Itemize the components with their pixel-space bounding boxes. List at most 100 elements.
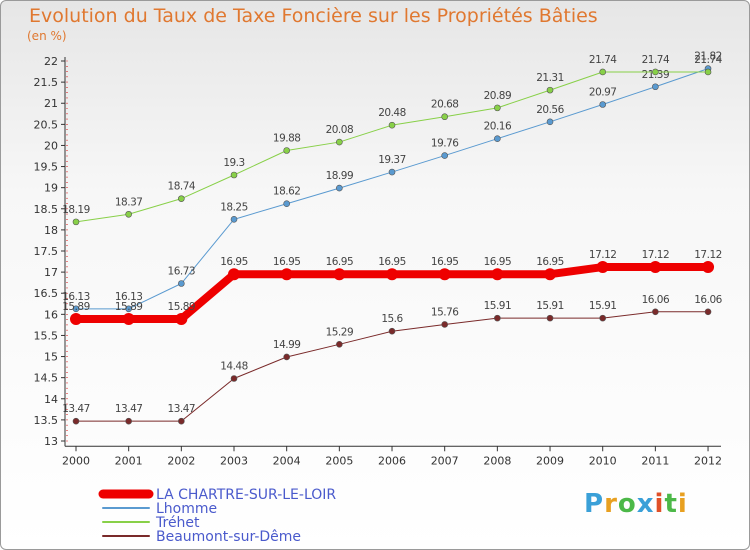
legend-item: Tréhet <box>102 515 200 531</box>
data-label: 16.13 <box>115 291 143 303</box>
data-point <box>702 261 715 274</box>
data-point <box>70 312 82 325</box>
x-tick-label: 2003 <box>220 454 248 467</box>
data-point <box>228 268 241 281</box>
logo-letter: i <box>654 489 665 519</box>
data-point <box>283 200 290 208</box>
data-point <box>441 321 448 328</box>
data-label: 15.91 <box>536 300 564 312</box>
data-label: 21.74 <box>694 54 722 66</box>
data-point <box>596 261 609 274</box>
data-label: 20.89 <box>484 90 512 102</box>
data-point <box>336 138 343 146</box>
logo-letter: x <box>636 489 655 519</box>
y-tick-label: 15 <box>44 351 58 364</box>
y-tick-label: 18 <box>44 224 58 237</box>
data-point <box>649 261 662 274</box>
data-label: 18.19 <box>62 204 90 216</box>
data-label: 20.56 <box>536 104 564 116</box>
y-tick-label: 19.5 <box>34 161 59 174</box>
legend-item: Lhomme <box>102 501 217 517</box>
data-point <box>652 83 659 91</box>
y-tick-label: 14 <box>44 393 58 406</box>
data-point <box>494 135 501 142</box>
data-label: 16.95 <box>220 256 248 268</box>
data-point <box>494 104 501 112</box>
y-tick-label: 13.5 <box>34 414 59 427</box>
y-tick-label: 13 <box>44 435 58 448</box>
legend-label: LA CHARTRE-SUR-LE-LOIR <box>156 487 336 503</box>
data-point <box>72 305 80 313</box>
y-tick-label: 20.5 <box>34 118 59 131</box>
legend-item: LA CHARTRE-SUR-LE-LOIR <box>98 487 336 503</box>
data-point <box>388 327 396 335</box>
series-tr-het: 18.19 18.37 18.74 19.3 19.88 20.08 20.48 20.68 2… <box>62 54 723 226</box>
data-point <box>230 171 238 179</box>
x-tick-label: 2005 <box>325 454 353 467</box>
x-tick-label: 2011 <box>641 454 669 467</box>
data-point <box>386 268 399 281</box>
logo-letter: P <box>584 489 605 519</box>
data-label: 18.99 <box>326 170 354 182</box>
data-point <box>230 375 238 382</box>
data-label: 16.95 <box>484 256 512 268</box>
data-point <box>599 68 607 76</box>
data-point <box>652 68 659 76</box>
data-label: 15.89 <box>115 301 143 313</box>
x-tick-label: 2009 <box>536 454 564 467</box>
data-label: 15.76 <box>431 306 459 318</box>
data-point <box>336 184 343 192</box>
data-point <box>178 195 185 202</box>
legend-label: Lhomme <box>156 501 217 517</box>
x-tick-label: 2006 <box>378 454 406 467</box>
data-label: 17.12 <box>642 249 670 261</box>
data-label: 16.13 <box>62 291 90 303</box>
y-tick-label: 17.5 <box>34 245 59 258</box>
data-label: 15.89 <box>168 301 196 313</box>
axes: 13 13.5 14 14.5 15 15.5 16 16.5 17 17.5 18 18.5 19 19… <box>34 55 723 467</box>
data-label: 16.95 <box>431 256 459 268</box>
data-point <box>178 280 185 287</box>
data-label: 18.62 <box>273 186 301 198</box>
data-label: 15.91 <box>589 300 617 312</box>
data-label: 16.95 <box>378 256 406 268</box>
data-label: 16.73 <box>168 266 196 278</box>
legend: LA CHARTRE-SUR-LE-LOIRLhommeTréhetBeaumo… <box>98 487 336 545</box>
data-point <box>652 308 659 316</box>
data-label: 16.06 <box>642 294 670 306</box>
data-label: 21.82 <box>694 51 722 63</box>
y-tick-label: 18.5 <box>34 203 59 216</box>
x-tick-label: 2004 <box>273 454 301 467</box>
y-tick-label: 15.5 <box>34 329 59 342</box>
data-point <box>441 113 448 121</box>
data-label: 14.48 <box>220 361 248 373</box>
data-label: 19.3 <box>223 157 244 169</box>
series-beaumont-sur-d-me: 13.47 13.47 13.47 14.48 14.99 15.29 15.6 15.76 1… <box>62 294 723 425</box>
data-label: 18.74 <box>168 181 196 193</box>
logo-letter: r <box>604 489 618 519</box>
data-point <box>178 417 185 425</box>
data-label: 15.89 <box>62 301 90 313</box>
logo-letter: o <box>617 489 637 519</box>
data-label: 16.06 <box>694 294 722 306</box>
data-point <box>122 312 135 325</box>
y-tick-label: 21 <box>44 97 58 110</box>
legend-label: Tréhet <box>155 515 200 531</box>
y-tick-label: 20 <box>44 139 58 152</box>
data-label: 17.12 <box>589 249 617 261</box>
chart-title: Evolution du Taux de Taxe Foncière sur l… <box>29 5 598 27</box>
data-point <box>72 417 80 425</box>
data-point <box>283 147 290 154</box>
legend-label: Beaumont-sur-Dême <box>156 529 301 545</box>
series-layer: 13.47 13.47 13.4714.4814.9915.2915.615.761… <box>62 51 723 425</box>
y-tick-label: 21.5 <box>34 76 59 89</box>
data-point <box>388 121 396 129</box>
data-label: 20.08 <box>326 124 354 136</box>
data-label: 18.25 <box>220 201 248 213</box>
x-tick-label: 2007 <box>431 454 459 467</box>
data-point <box>494 314 501 322</box>
data-label: 17.12 <box>694 249 722 261</box>
data-label: 19.88 <box>273 133 301 145</box>
logo-letter: t <box>664 489 678 519</box>
